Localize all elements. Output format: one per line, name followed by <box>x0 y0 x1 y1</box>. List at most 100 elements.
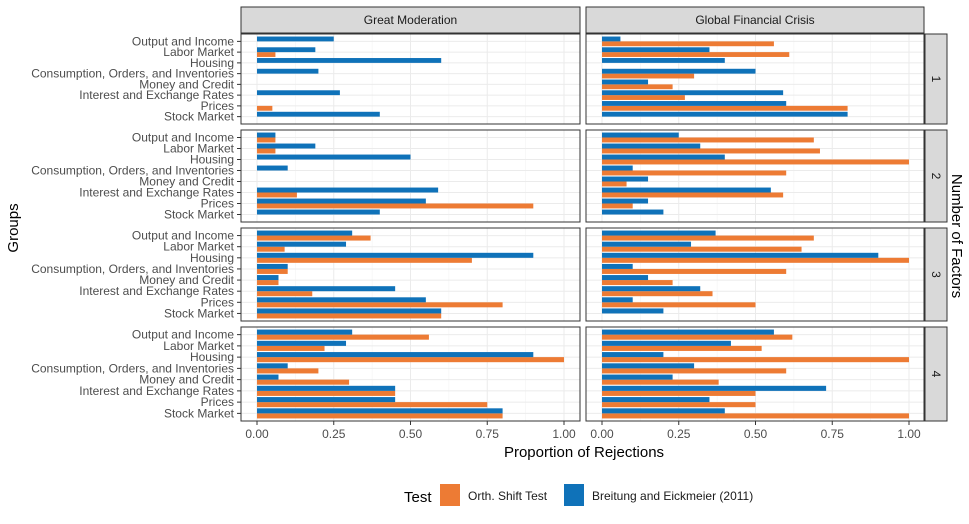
bar-breitung-eickmeier <box>257 198 426 204</box>
bar-breitung-eickmeier <box>257 187 439 193</box>
bar-orth-shift <box>257 302 503 308</box>
bar-orth-shift <box>602 73 695 79</box>
bar-breitung-eickmeier <box>257 308 442 314</box>
bar-breitung-eickmeier <box>602 275 649 281</box>
y-tick-label: Prices <box>201 99 234 113</box>
y-tick-label: Stock Market <box>164 208 235 222</box>
legend-key-orth <box>440 484 460 506</box>
bar-breitung-eickmeier <box>602 408 725 414</box>
y-tick-label: Prices <box>201 295 234 309</box>
y-tick-label: Labor Market <box>163 142 234 156</box>
bar-breitung-eickmeier <box>257 385 396 391</box>
bar-breitung-eickmeier <box>257 58 442 63</box>
bar-orth-shift <box>257 137 276 143</box>
y-axis-title: Groups <box>5 203 22 252</box>
bar-breitung-eickmeier <box>257 397 396 403</box>
panel-1-1 <box>240 33 581 125</box>
bar-orth-shift <box>257 368 319 374</box>
y-tick-label: Stock Market <box>164 406 235 420</box>
x-tick-label: 0.50 <box>399 427 423 441</box>
y-tick-label: Consumption, Orders, and Inventories <box>31 67 234 81</box>
bar-breitung-eickmeier <box>602 329 774 335</box>
bar-breitung-eickmeier <box>257 111 380 117</box>
bar-breitung-eickmeier <box>602 340 731 346</box>
bar-breitung-eickmeier <box>257 36 334 42</box>
bar-breitung-eickmeier <box>257 297 426 303</box>
bar-orth-shift <box>257 52 276 57</box>
bar-orth-shift <box>257 203 534 209</box>
y-tick-label: Output and Income <box>132 328 234 342</box>
bar-breitung-eickmeier <box>602 263 633 269</box>
bar-orth-shift <box>602 345 762 351</box>
y-tick-label: Output and Income <box>132 131 234 145</box>
chart-panels <box>240 33 925 422</box>
bar-orth-shift <box>257 413 503 419</box>
bar-breitung-eickmeier <box>602 252 879 258</box>
y-tick-label: Output and Income <box>132 34 234 48</box>
bar-breitung-eickmeier <box>602 230 716 236</box>
y-tick-label: Labor Market <box>163 240 234 254</box>
bar-breitung-eickmeier <box>257 408 503 414</box>
x-tick-label: 0.75 <box>821 427 845 441</box>
bar-orth-shift <box>602 268 787 274</box>
bar-orth-shift <box>602 291 713 297</box>
bar-breitung-eickmeier <box>257 68 319 74</box>
bar-breitung-eickmeier <box>602 374 673 380</box>
bar-orth-shift <box>602 181 627 187</box>
facet-strip-row-3 <box>924 227 948 322</box>
bar-breitung-eickmeier <box>257 154 411 160</box>
bar-breitung-eickmeier <box>602 363 695 369</box>
y-tick-label: Money and Credit <box>139 175 234 189</box>
facet-strip-col-1 <box>240 6 581 34</box>
bar-breitung-eickmeier <box>257 47 316 53</box>
bar-breitung-eickmeier <box>602 187 771 193</box>
panel-1-4 <box>240 326 581 422</box>
bar-breitung-eickmeier <box>602 352 664 358</box>
x-tick-label: 0.50 <box>744 427 768 441</box>
bar-orth-shift <box>257 291 313 297</box>
bar-orth-shift <box>602 84 673 90</box>
bar-breitung-eickmeier <box>602 90 784 96</box>
y-tick-label: Housing <box>190 153 234 167</box>
legend-label-orth: Orth. Shift Test <box>468 489 548 503</box>
y-tick-label: Interest and Exchange Rates <box>79 88 234 102</box>
y-tick-label: Consumption, Orders, and Inventories <box>31 361 234 375</box>
row-facet-title: Number of Factors <box>948 174 965 298</box>
bar-breitung-eickmeier <box>602 111 848 117</box>
bar-orth-shift <box>257 357 564 363</box>
bar-orth-shift <box>257 402 488 408</box>
bar-breitung-eickmeier <box>602 308 664 314</box>
bar-breitung-eickmeier <box>602 385 827 391</box>
bar-orth-shift <box>602 246 802 252</box>
facet-strip-row-1 <box>924 33 948 125</box>
bar-orth-shift <box>602 170 787 176</box>
y-tick-label: Money and Credit <box>139 373 234 387</box>
bar-orth-shift <box>257 313 442 319</box>
panel-border <box>585 227 925 322</box>
bar-orth-shift <box>257 246 285 252</box>
x-tick-label: 1.00 <box>897 427 921 441</box>
y-tick-label: Consumption, Orders, and Inventories <box>31 262 234 276</box>
y-tick-label: Prices <box>201 395 234 409</box>
bar-orth-shift <box>602 357 909 363</box>
bar-orth-shift <box>602 52 790 57</box>
bar-orth-shift <box>602 41 774 47</box>
bar-breitung-eickmeier <box>602 132 679 138</box>
bar-orth-shift <box>257 390 396 396</box>
bar-breitung-eickmeier <box>257 374 279 380</box>
facet-strip-col-2 <box>585 6 925 34</box>
panel-1-2 <box>240 129 581 223</box>
bar-breitung-eickmeier <box>257 241 347 247</box>
bar-orth-shift <box>257 379 350 385</box>
x-tick-label: 1.00 <box>552 427 576 441</box>
x-tick-label: 0.25 <box>322 427 346 441</box>
facet-strip-row-label: 1 <box>929 76 943 83</box>
y-tick-label: Prices <box>201 197 234 211</box>
bar-breitung-eickmeier <box>257 275 279 281</box>
bar-breitung-eickmeier <box>257 132 276 138</box>
bar-orth-shift <box>257 192 297 198</box>
x-axis-ticks: 0.00 0.25 0.50 0.75 1.00 0.00 0.25 0.50 0.75 1.00 <box>245 421 921 441</box>
bar-orth-shift <box>602 302 756 308</box>
bar-orth-shift <box>602 105 848 111</box>
panel-border <box>240 129 581 223</box>
